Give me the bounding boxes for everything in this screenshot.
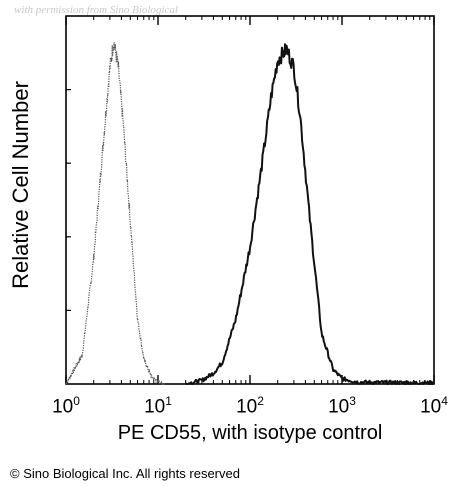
x-tick-base: 10 (328, 396, 350, 418)
y-axis-label-box: Relative Cell Number (6, 50, 36, 320)
y-axis-label: Relative Cell Number (8, 81, 33, 289)
x-tick-label: 103 (328, 394, 356, 418)
isotype-control-curve (65, 41, 166, 385)
plot-frame (65, 15, 435, 385)
x-tick-exponent: 2 (257, 394, 264, 408)
x-tick-label: 101 (144, 394, 172, 418)
x-tick-base: 10 (420, 396, 442, 418)
x-tick-exponent: 3 (349, 394, 356, 408)
x-tick-base: 10 (236, 396, 258, 418)
x-tick-base: 10 (52, 396, 74, 418)
copyright-text: © Sino Biological Inc. All rights reserv… (10, 466, 240, 481)
x-tick-exponent: 0 (73, 394, 80, 408)
watermark-text: with permission from Sino Biological (14, 4, 178, 16)
x-tick-exponent: 1 (165, 394, 172, 408)
x-axis-label: PE CD55, with isotype control (117, 422, 383, 444)
cd55-histogram-curve (185, 43, 435, 385)
x-tick-base: 10 (144, 396, 166, 418)
x-tick-label: 100 (52, 394, 80, 418)
x-tick-label: 104 (420, 394, 448, 418)
x-tick-exponent: 4 (441, 394, 448, 408)
x-tick-label: 102 (236, 394, 264, 418)
